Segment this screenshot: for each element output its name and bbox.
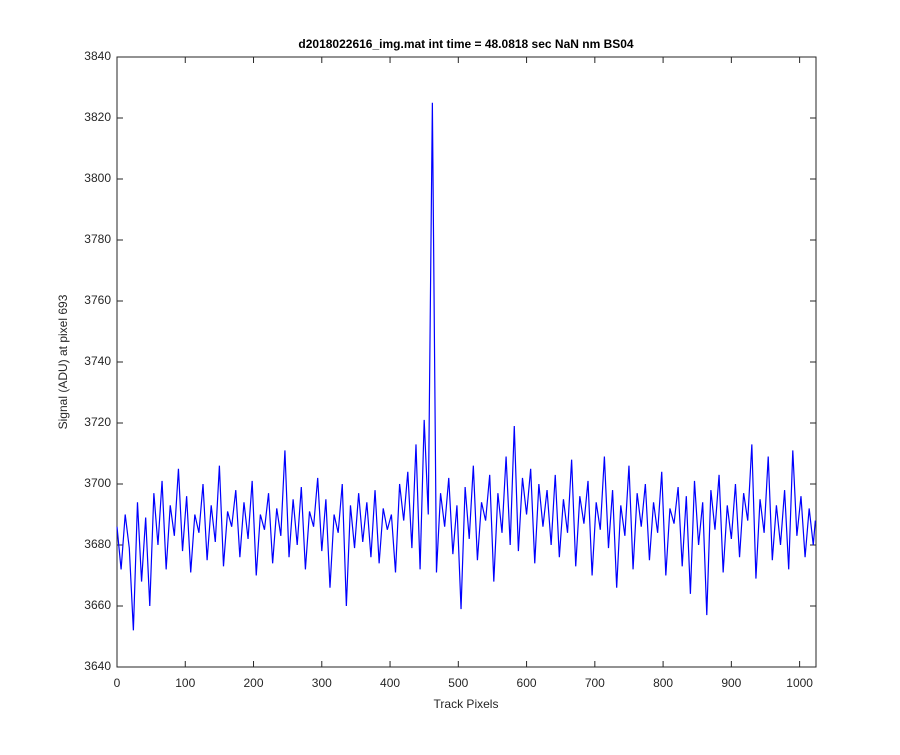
- y-tick-label: 3840: [84, 49, 111, 63]
- x-tick-label: 300: [312, 676, 332, 690]
- y-tick-label: 3820: [84, 110, 111, 124]
- y-tick-label: 3760: [84, 293, 111, 307]
- x-tick-label: 0: [114, 676, 121, 690]
- y-tick-label: 3780: [84, 232, 111, 246]
- x-tick-label: 100: [175, 676, 195, 690]
- y-tick-label: 3800: [84, 171, 111, 185]
- x-tick-label: 900: [721, 676, 741, 690]
- y-tick-label: 3740: [84, 354, 111, 368]
- y-tick-label: 3720: [84, 415, 111, 429]
- x-tick-label: 200: [244, 676, 264, 690]
- x-tick-label: 400: [380, 676, 400, 690]
- data-line: [116, 102, 816, 631]
- x-tick-label: 500: [448, 676, 468, 690]
- x-tick-label: 700: [585, 676, 605, 690]
- x-axis-label: Track Pixels: [434, 697, 499, 711]
- y-tick-label: 3680: [84, 537, 111, 551]
- x-tick-label: 600: [517, 676, 537, 690]
- y-tick-label: 3700: [84, 476, 111, 490]
- y-tick-label: 3660: [84, 598, 111, 612]
- y-axis-label: Signal (ADU) at pixel 693: [56, 294, 70, 429]
- y-tick-label: 3640: [84, 659, 111, 673]
- x-tick-label: 800: [653, 676, 673, 690]
- x-tick-label: 1000: [786, 676, 813, 690]
- chart-title: d2018022616_img.mat int time = 48.0818 s…: [298, 37, 634, 51]
